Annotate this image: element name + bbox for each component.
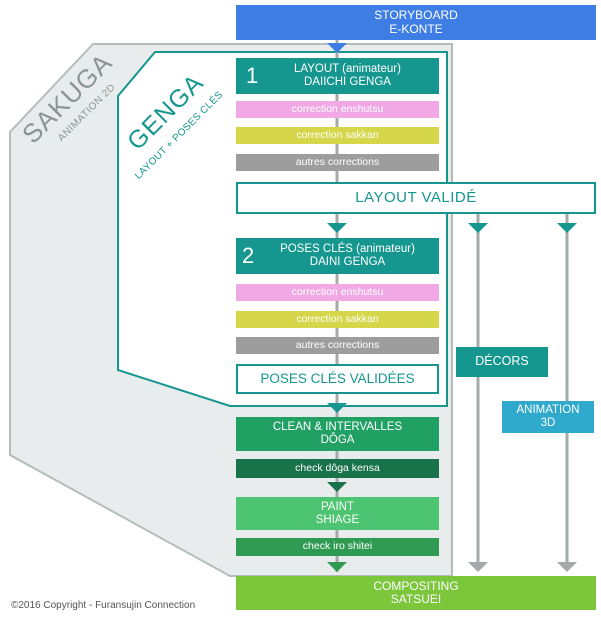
storyboard-japanese-label: E-KONTE <box>389 21 443 36</box>
paint-title: PAINT <box>320 500 354 513</box>
layout-step-box: 1 LAYOUT (animateur) DAIICHI GENGA <box>236 58 439 94</box>
animation3d-box: ANIMATION 3D <box>502 401 594 433</box>
layout-correction-enshutsu: correction enshutsu <box>236 101 439 118</box>
compositing-japanese: SATSUEI <box>390 592 442 606</box>
decors-box: DÉCORS <box>456 347 548 377</box>
storyboard-box: STORYBOARD E-KONTE <box>236 5 596 40</box>
animation3d-title: ANIMATION <box>516 404 580 417</box>
arrow-layout-valide <box>327 223 347 233</box>
arrow-check-doga <box>327 482 347 492</box>
poses-step-number: 2 <box>242 242 255 268</box>
paint-box: PAINT SHIAGE <box>236 497 439 530</box>
compositing-title: COMPOSITING <box>373 578 459 593</box>
poses-correction-enshutsu: correction enshutsu <box>236 284 439 301</box>
clean-box: CLEAN & INTERVALLES DÔGA <box>236 417 439 451</box>
layout-step-number: 1 <box>246 62 259 88</box>
arrow-3d-compositing <box>557 562 577 572</box>
poses-autres-corrections: autres corrections <box>236 337 439 354</box>
paint-japanese: SHIAGE <box>315 513 360 526</box>
arrow-poses-validees <box>327 403 347 413</box>
compositing-box: COMPOSITING SATSUEI <box>236 576 596 610</box>
layout-step-title: LAYOUT (animateur) <box>294 63 401 76</box>
check-doga-box: check dôga kensa <box>236 459 439 478</box>
animation3d-subtitle: 3D <box>540 417 556 429</box>
layout-valide-box: LAYOUT VALIDÉ <box>236 182 596 214</box>
layout-autres-corrections: autres corrections <box>236 154 439 171</box>
clean-title: CLEAN & INTERVALLES <box>272 421 403 434</box>
copyright-text: ©2016 Copyright - Furansujin Connection <box>11 600 196 611</box>
poses-validees-box: POSES CLÉS VALIDÉES <box>236 364 439 394</box>
layout-step-japanese: DAIICHI GENGA <box>304 76 391 88</box>
arrow-3d-branch <box>557 223 577 233</box>
poses-step-box: 2 POSES CLÉS (animateur) DAINI GENGA <box>236 238 439 274</box>
layout-correction-sakkan: correction sakkan <box>236 127 439 144</box>
arrow-check-iro <box>327 562 347 572</box>
check-iro-box: check iro shitei <box>236 538 439 556</box>
poses-correction-sakkan: correction sakkan <box>236 311 439 328</box>
arrow-decors-compositing <box>468 562 488 572</box>
poses-step-title: POSES CLÉS (animateur) <box>280 243 415 256</box>
clean-japanese: DÔGA <box>320 434 355 446</box>
arrow-storyboard <box>327 43 347 53</box>
layout-step-text: LAYOUT (animateur) DAIICHI GENGA <box>270 63 425 88</box>
poses-step-japanese: DAINI GENGA <box>309 256 386 268</box>
arrow-decors-branch <box>468 223 488 233</box>
storyboard-label: STORYBOARD <box>374 8 458 23</box>
poses-step-text: POSES CLÉS (animateur) DAINI GENGA <box>262 243 433 268</box>
